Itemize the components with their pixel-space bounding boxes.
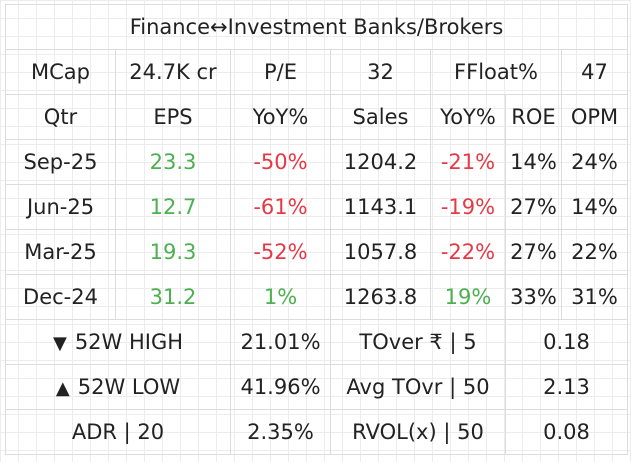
triangle-up-icon: ▲: [55, 378, 70, 399]
info-row: MCap 24.7K cr P/E 32 FFloat% 47: [5, 49, 629, 95]
qtr-cell: Sep-25: [5, 139, 116, 185]
stat-value: 21.01%: [230, 319, 331, 365]
opm-cell: 24%: [560, 139, 629, 185]
roe-cell: 14%: [505, 139, 562, 185]
sales-yoy-cell: 19%: [430, 274, 506, 320]
roe-cell: 27%: [505, 184, 562, 230]
roe-cell: 33%: [505, 274, 562, 320]
stat-row-adr: ADR | 20 2.35% RVOL(x) | 50 0.08: [5, 409, 629, 455]
eps-cell: 19.3: [115, 229, 231, 275]
ffloat-value: 47: [560, 49, 629, 95]
stat-value-2: 0.08: [504, 409, 629, 455]
quarter-row: Dec-24 31.2 1% 1263.8 19% 33% 31%: [5, 274, 629, 320]
qtr-cell: Mar-25: [5, 229, 116, 275]
eps-yoy-cell: -50%: [230, 139, 331, 185]
stat-value: 2.35%: [230, 409, 331, 455]
sales-cell: 1263.8: [330, 274, 431, 320]
opm-cell: 14%: [560, 184, 629, 230]
stat-row-52w-low: ▲ 52W LOW 41.96% Avg TOvr | 50 2.13: [5, 364, 629, 410]
pe-value: 32: [330, 49, 431, 95]
stat-label: 52W LOW: [77, 375, 181, 399]
header-qtr: Qtr: [5, 94, 116, 140]
ffloat-label: FFloat%: [430, 49, 562, 95]
roe-cell: 27%: [505, 229, 562, 275]
header-row: Qtr EPS YoY% Sales YoY% ROE OPM: [5, 94, 629, 140]
header-eps: EPS: [115, 94, 231, 140]
header-sales: Sales: [330, 94, 431, 140]
opm-cell: 31%: [560, 274, 629, 320]
stat-value: 41.96%: [230, 364, 331, 410]
sector-title: Finance↔Investment Banks/Brokers: [4, 4, 629, 50]
mcap-label: MCap: [5, 49, 116, 95]
sales-yoy-cell: -22%: [430, 229, 506, 275]
quarter-row: Mar-25 19.3 -52% 1057.8 -22% 27% 22%: [5, 229, 629, 275]
eps-yoy-cell: -52%: [230, 229, 331, 275]
stat-value-2: 2.13: [504, 364, 629, 410]
qtr-cell: Jun-25: [5, 184, 116, 230]
quarter-row: Sep-25 23.3 -50% 1204.2 -21% 14% 24%: [5, 139, 629, 185]
pe-label: P/E: [230, 49, 331, 95]
eps-cell: 12.7: [115, 184, 231, 230]
title-row: Finance↔Investment Banks/Brokers: [4, 4, 629, 50]
header-opm: OPM: [560, 94, 629, 140]
eps-cell: 23.3: [115, 139, 231, 185]
stat-row-52w-high: ▼ 52W HIGH 21.01% TOver ₹ | 5 0.18: [5, 319, 629, 365]
opm-cell: 22%: [560, 229, 629, 275]
stat-label: 52W HIGH: [74, 330, 184, 354]
mcap-value: 24.7K cr: [115, 49, 231, 95]
stat-value-2: 0.18: [504, 319, 629, 365]
stat-label-2: Avg TOvr | 50: [330, 364, 506, 410]
stat-label-cell: ▲ 52W LOW: [5, 364, 231, 410]
sales-cell: 1143.1: [330, 184, 431, 230]
triangle-down-icon: ▼: [52, 333, 67, 354]
qtr-cell: Dec-24: [5, 274, 116, 320]
stat-label-2: RVOL(x) | 50: [330, 409, 506, 455]
stat-label: ADR | 20: [5, 409, 231, 455]
eps-yoy-cell: -61%: [230, 184, 331, 230]
quarter-row: Jun-25 12.7 -61% 1143.1 -19% 27% 14%: [5, 184, 629, 230]
stat-label-cell: ▼ 52W HIGH: [5, 319, 231, 365]
header-roe: ROE: [505, 94, 562, 140]
eps-yoy-cell: 1%: [230, 274, 331, 320]
sales-yoy-cell: -19%: [430, 184, 506, 230]
header-sales-yoy: YoY%: [430, 94, 506, 140]
fundamentals-table: Finance↔Investment Banks/Brokers MCap 24…: [4, 4, 629, 455]
stat-label-2: TOver ₹ | 5: [330, 319, 506, 365]
header-eps-yoy: YoY%: [230, 94, 331, 140]
sales-yoy-cell: -21%: [430, 139, 506, 185]
eps-cell: 31.2: [115, 274, 231, 320]
sales-cell: 1204.2: [330, 139, 431, 185]
sales-cell: 1057.8: [330, 229, 431, 275]
